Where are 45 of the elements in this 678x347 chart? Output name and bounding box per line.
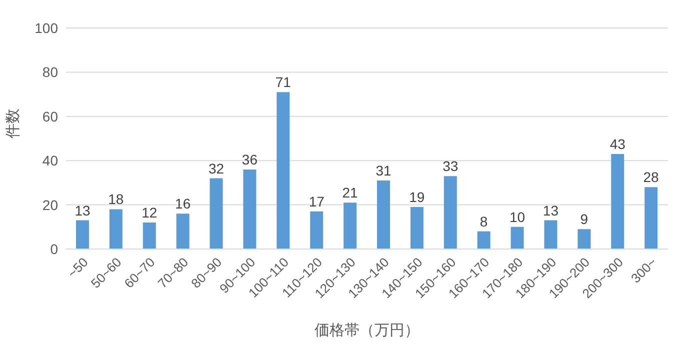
- data-label: 10: [509, 208, 526, 225]
- bar: [510, 226, 524, 249]
- bar: [109, 209, 122, 249]
- bar: [276, 92, 290, 249]
- bar: [243, 169, 256, 249]
- bar: [344, 202, 357, 249]
- data-label: 32: [208, 160, 224, 176]
- data-label: 13: [74, 202, 90, 218]
- y-tick-label: 80: [42, 64, 58, 80]
- data-label: 18: [108, 191, 124, 208]
- bar: [410, 207, 424, 249]
- data-label: 12: [142, 204, 158, 220]
- data-label: 19: [409, 189, 425, 206]
- data-label: 21: [342, 184, 358, 201]
- y-tick-label: 100: [34, 20, 58, 36]
- y-tick-label: 40: [42, 152, 58, 169]
- data-label: 16: [175, 196, 191, 212]
- bar: [444, 176, 457, 249]
- data-label: 71: [275, 74, 292, 90]
- bar: [611, 154, 624, 249]
- bar: [310, 211, 324, 249]
- data-label: 13: [542, 202, 559, 218]
- bar: [644, 187, 658, 249]
- y-tick-label: 0: [50, 240, 58, 257]
- bar: [142, 222, 156, 249]
- data-label: 28: [643, 169, 660, 186]
- bar: [210, 178, 223, 249]
- data-label: 8: [480, 213, 488, 230]
- data-label: 31: [376, 162, 392, 178]
- y-axis-title: 件数: [4, 108, 22, 138]
- bar: [76, 220, 89, 249]
- x-axis-title: 価格帯（万円）: [314, 322, 420, 339]
- bar: [176, 214, 190, 249]
- bar: [578, 229, 591, 249]
- y-tick-label: 20: [42, 196, 58, 213]
- data-label: 36: [242, 151, 258, 168]
- data-label: 43: [610, 136, 626, 152]
- data-label: 17: [308, 193, 325, 210]
- bar: [377, 180, 390, 249]
- bar: [477, 231, 490, 249]
- data-label: 33: [442, 158, 458, 174]
- y-tick-label: 60: [42, 108, 58, 124]
- bar: [544, 220, 558, 249]
- data-label: 9: [580, 211, 588, 228]
- x-tick-label: ~50: [64, 254, 91, 281]
